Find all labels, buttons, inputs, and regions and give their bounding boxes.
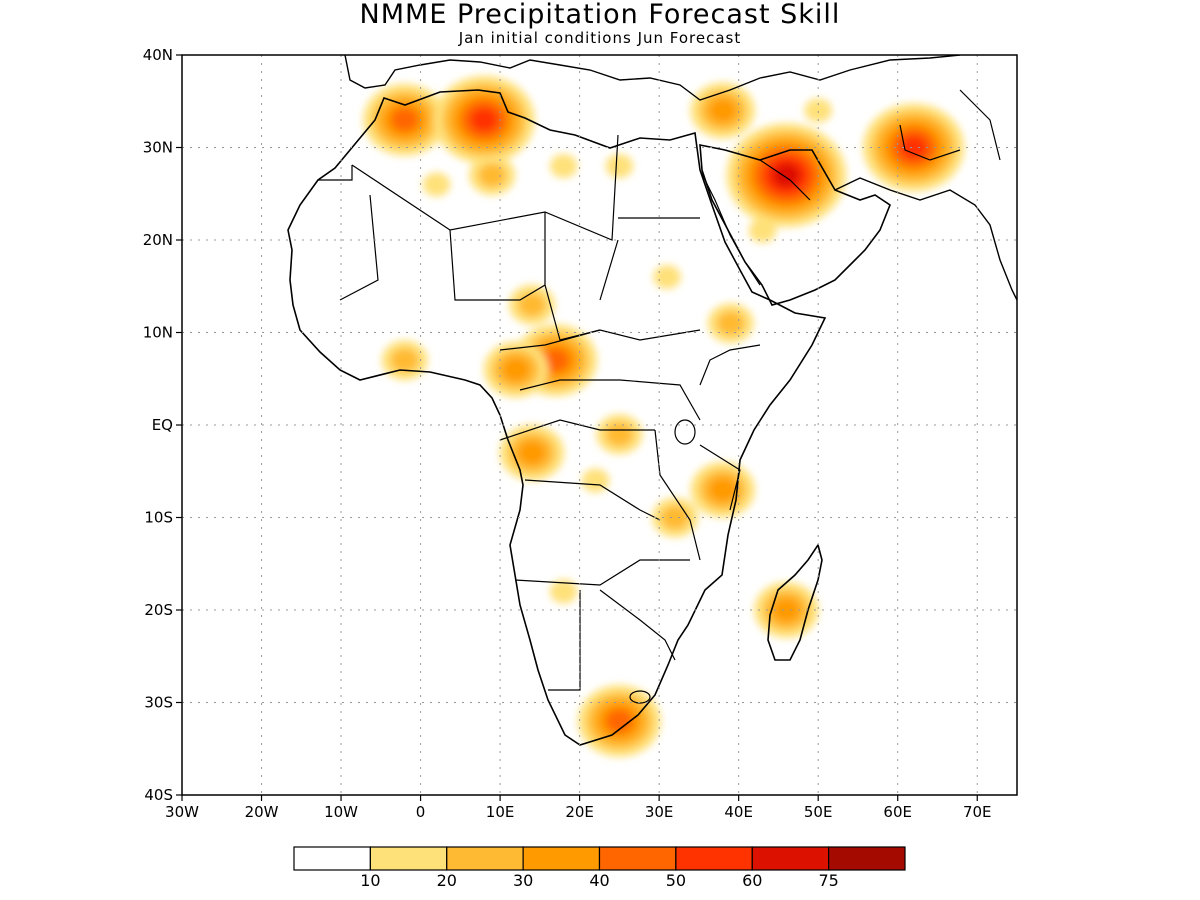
skill-blob (549, 154, 578, 178)
skill-blob (470, 107, 498, 132)
axis-ticks: 30W 20W 10W 0 10E 20E 30E 40E 50E 60E 70E 40N 30N 20N… (143, 46, 992, 821)
africa-coastline (287, 89, 827, 746)
y-tick-label: 10N (143, 324, 173, 342)
colorbar-label: 10 (360, 871, 380, 890)
y-tick-label: 30N (143, 139, 173, 157)
colorbar: 10 20 30 40 50 60 75 (293, 846, 906, 890)
red-sea-coast (699, 169, 761, 286)
colorbar-swatch (828, 846, 906, 871)
skill-blob (422, 172, 451, 197)
colorbar-swatch (522, 846, 601, 871)
northern-coastline (344, 55, 961, 101)
y-tick-label: 30S (144, 694, 173, 712)
colorbar-swatch (598, 846, 677, 871)
y-tick-label: 10S (144, 509, 173, 527)
skill-blob (661, 505, 689, 530)
asia-coastline (834, 177, 1017, 301)
x-tick-label: 0 (416, 803, 426, 821)
colorbar-swatch (675, 846, 753, 871)
skill-blob (899, 135, 928, 160)
y-tick-label: 20S (144, 601, 173, 619)
map-subtitle: Jan initial conditions Jun Forecast (458, 29, 742, 47)
x-tick-label: 20E (565, 803, 594, 821)
colorbar-label: 75 (818, 871, 838, 890)
y-tick-label: EQ (152, 416, 173, 434)
x-tick-label: 30W (165, 803, 199, 821)
skill-blob (716, 311, 745, 336)
skill-blob (549, 579, 578, 604)
colorbar-swatch (751, 846, 830, 871)
colorbar-label: 40 (589, 871, 609, 890)
colorbar-swatch (369, 846, 448, 871)
skill-blob (390, 348, 419, 373)
y-tick-label: 40N (143, 46, 173, 64)
skill-blob (390, 107, 419, 132)
colorbar-label: 50 (666, 871, 686, 890)
x-tick-label: 50E (804, 803, 833, 821)
x-tick-label: 20W (245, 803, 279, 821)
map-title: NMME Precipitation Forecast Skill (359, 0, 841, 30)
madagascar-coastline (767, 543, 823, 661)
colorbar-swatch (446, 846, 524, 871)
lake-victoria (674, 419, 696, 445)
skill-blob (478, 163, 506, 188)
y-tick-label: 40S (144, 786, 173, 804)
skill-blob (518, 440, 546, 465)
skill-blob (708, 98, 737, 123)
x-tick-label: 40E (724, 803, 753, 821)
y-tick-label: 20N (143, 231, 173, 249)
skill-blob (502, 357, 530, 382)
colorbar-label: 20 (437, 871, 457, 890)
skill-blob (605, 422, 634, 447)
x-tick-label: 70E (963, 803, 992, 821)
skill-blob (605, 154, 634, 178)
skill-blob (748, 218, 777, 243)
skill-blob (541, 348, 570, 373)
coastline-layer (287, 55, 1017, 746)
x-tick-label: 10W (324, 803, 358, 821)
skill-blob (605, 709, 634, 733)
x-tick-label: 30E (645, 803, 674, 821)
skill-blob (653, 265, 681, 289)
skill-blob (518, 292, 546, 317)
skill-shading-layer (363, 75, 965, 757)
skill-blob (708, 477, 737, 502)
x-tick-label: 60E (883, 803, 912, 821)
skill-blob (804, 98, 832, 123)
skill-blob (772, 163, 801, 188)
colorbar-swatch (293, 846, 371, 871)
x-tick-label: 10E (486, 803, 515, 821)
graticule (182, 55, 1017, 795)
colorbar-label: 60 (742, 871, 762, 890)
skill-blob (772, 598, 801, 622)
colorbar-label: 30 (513, 871, 533, 890)
